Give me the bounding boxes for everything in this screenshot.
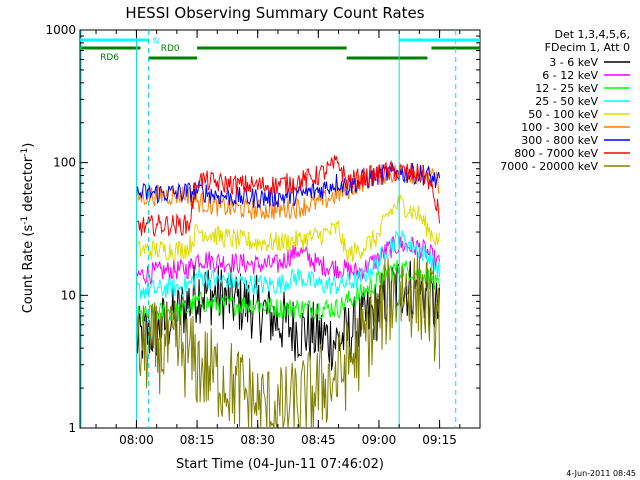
legend-label: 300 - 800 keV xyxy=(521,134,598,147)
series-layer xyxy=(135,155,441,429)
x-axis-label: Start Time (04-Jun-11 07:46:02) xyxy=(176,457,384,472)
x-tick-label: 08:30 xyxy=(240,433,275,447)
legend-label: 7000 - 20000 keV xyxy=(500,160,598,173)
y-tick-label: 10 xyxy=(61,288,76,302)
plot-frame xyxy=(79,29,481,429)
series-line-8 xyxy=(136,155,441,237)
legend-header: Det 1,3,4,5,6, xyxy=(554,28,630,41)
y-axis-label: Count Rate (s-1 detector-1) xyxy=(20,143,36,314)
x-tick-label: 08:45 xyxy=(301,433,336,447)
legend-label: 6 - 12 keV xyxy=(542,69,598,82)
x-tick-label: 08:15 xyxy=(180,433,215,447)
x-tick-label: 08:00 xyxy=(119,433,154,447)
legend-header: FDecim 1, Att 0 xyxy=(545,41,630,54)
legend-label: 3 - 6 keV xyxy=(549,56,598,69)
legend-label: 100 - 300 keV xyxy=(521,121,598,134)
legend: Det 1,3,4,5,6,FDecim 1, Att 0 3 - 6 keV6 … xyxy=(500,28,630,173)
series-line-5 xyxy=(136,194,441,266)
chart-title: HESSI Observing Summary Count Rates xyxy=(125,4,424,22)
legend-label: 25 - 50 keV xyxy=(535,95,598,108)
flag-label-rd6: RD6 xyxy=(100,53,119,63)
x-tick-label: 09:00 xyxy=(362,433,397,447)
flag-label-rd0: RD0 xyxy=(161,44,180,54)
y-tick-label: 1000 xyxy=(45,23,76,37)
series-line-2 xyxy=(135,235,441,286)
series-line-4 xyxy=(135,230,441,300)
series-line-9 xyxy=(135,251,441,429)
x-tick-label: 09:15 xyxy=(422,433,457,447)
axes: 08:00 08:15 08:30 08:45 09:00 09:15 1 10 100 1000 xyxy=(45,23,481,447)
footer-timestamp: 4-Jun-2011 08:45 xyxy=(566,469,636,478)
flag-label-n: N xyxy=(153,37,160,47)
legend-label: 800 - 7000 keV xyxy=(514,147,598,160)
y-tick-label: 1 xyxy=(68,421,76,435)
legend-label: 12 - 25 keV xyxy=(535,82,598,95)
legend-label: 50 - 100 keV xyxy=(528,108,598,121)
y-tick-label: 100 xyxy=(53,156,76,170)
vertical-markers xyxy=(80,30,457,428)
